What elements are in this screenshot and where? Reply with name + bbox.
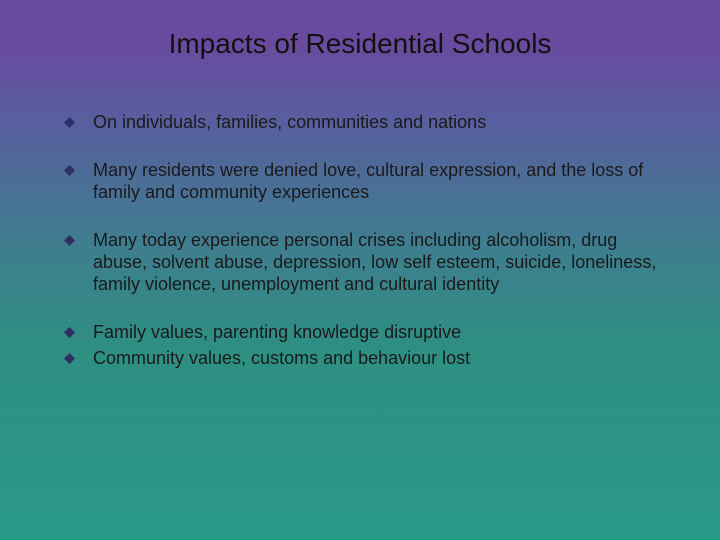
- diamond-bullet-icon: [64, 235, 75, 246]
- slide-body: On individuals, families, communities an…: [64, 112, 672, 396]
- list-item: Family values, parenting knowledge disru…: [64, 322, 672, 344]
- slide-title: Impacts of Residential Schools: [0, 28, 720, 60]
- bullet-text: Many residents were denied love, cultura…: [93, 160, 672, 204]
- list-item: Many residents were denied love, cultura…: [64, 160, 672, 204]
- bullet-text: Many today experience personal crises in…: [93, 230, 672, 296]
- bullet-text: On individuals, families, communities an…: [93, 112, 672, 134]
- diamond-bullet-icon: [64, 327, 75, 338]
- list-item: On individuals, families, communities an…: [64, 112, 672, 134]
- bullet-text: Community values, customs and behaviour …: [93, 348, 672, 370]
- diamond-bullet-icon: [64, 353, 75, 364]
- list-item: Many today experience personal crises in…: [64, 230, 672, 296]
- list-item: Community values, customs and behaviour …: [64, 348, 672, 370]
- diamond-bullet-icon: [64, 165, 75, 176]
- bullet-text: Family values, parenting knowledge disru…: [93, 322, 672, 344]
- diamond-bullet-icon: [64, 117, 75, 128]
- slide: Impacts of Residential Schools On indivi…: [0, 0, 720, 540]
